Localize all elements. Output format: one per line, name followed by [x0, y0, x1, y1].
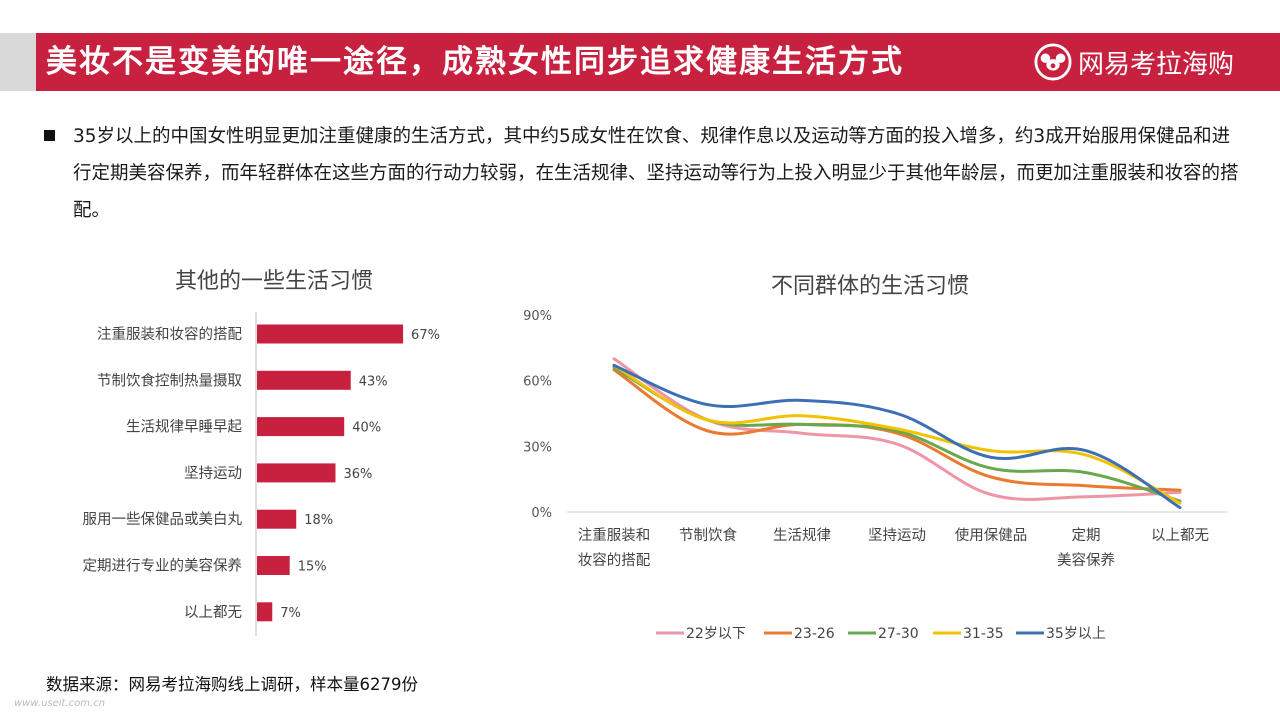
bar-value-label: 67% [411, 328, 440, 343]
y-tick-label: 0% [531, 506, 552, 521]
legend-label: 31-35 [963, 626, 1004, 642]
x-tick-label: 定期 [1072, 527, 1101, 544]
data-source: 数据来源：网易考拉海购线上调研，样本量6279份 [46, 675, 418, 694]
intro-text: 35岁以上的中国女性明显更加注重健康的生活方式，其中约5成女性在饮食、规律作息以… [73, 126, 1239, 221]
line-chart-title: 不同群体的生活习惯 [771, 274, 970, 299]
y-tick-label: 90% [523, 309, 552, 324]
title-accent-block [0, 33, 36, 91]
x-tick-label: 注重服装和 [578, 527, 651, 544]
bar-value-label: 36% [343, 467, 372, 482]
series-line [612, 363, 1182, 510]
brand-name: 网易考拉海购 [1078, 49, 1235, 80]
bar-category-label: 以上都无 [184, 604, 242, 621]
bar [257, 509, 297, 529]
legend-label: 22岁以下 [686, 626, 746, 642]
x-tick-label: 以上都无 [1151, 527, 1209, 544]
bar [257, 370, 351, 390]
bar-value-label: 18% [304, 513, 333, 528]
bar-value-label: 15% [298, 560, 327, 575]
bar-category-label: 节制饮食控制热量摄取 [97, 372, 242, 389]
bar-category-label: 注重服装和妆容的搭配 [97, 326, 242, 343]
bar [257, 417, 345, 437]
koala-logo-icon [1034, 43, 1072, 81]
bar-category-label: 定期进行专业的美容保养 [83, 558, 243, 575]
x-tick-label: 妆容的搭配 [578, 552, 651, 569]
bullet-square-icon [44, 130, 55, 141]
bar [257, 602, 273, 622]
series-line [612, 363, 1182, 505]
legend-label: 23-26 [794, 626, 835, 642]
x-tick-label: 节制饮食 [679, 527, 737, 544]
x-tick-label: 生活规律 [773, 527, 831, 544]
bar-chart-title: 其他的一些生活习惯 [175, 269, 374, 294]
bar [257, 463, 336, 483]
bar-category-label: 生活规律早睡早起 [126, 419, 242, 436]
legend-label: 35岁以上 [1046, 626, 1106, 642]
y-tick-label: 30% [523, 440, 552, 455]
watermark: www.useit.com.cn [14, 698, 106, 709]
bar-value-label: 43% [359, 374, 388, 389]
series-line [612, 368, 1182, 492]
page-title: 美妆不是变美的唯一途径，成熟女性同步追求健康生活方式 [46, 44, 904, 80]
bar [257, 556, 290, 575]
x-tick-label: 坚持运动 [868, 527, 926, 544]
bar-value-label: 7% [280, 606, 301, 621]
title-bar [36, 33, 1280, 91]
bar [257, 324, 404, 344]
legend-label: 27-30 [878, 626, 919, 642]
x-tick-label: 使用保健品 [955, 527, 1028, 544]
bar-category-label: 服用一些保健品或美白丸 [83, 511, 243, 528]
y-tick-label: 60% [523, 375, 552, 390]
x-tick-label: 美容保养 [1057, 552, 1115, 569]
bar-value-label: 40% [352, 421, 381, 436]
bar-category-label: 坚持运动 [184, 465, 242, 482]
brand-logo: 网易考拉海购 [1034, 42, 1234, 82]
